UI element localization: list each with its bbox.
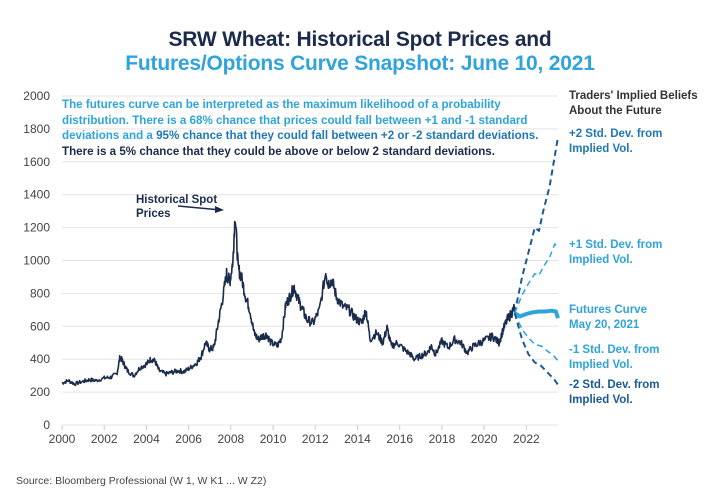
x-tick-label: 2014 (344, 432, 371, 446)
x-tick-label: 2018 (429, 432, 456, 446)
x-tick-label: 2006 (175, 432, 202, 446)
label-plus1: +1 Std. Dev. from Implied Vol. (569, 239, 663, 266)
grid-lines (62, 95, 558, 426)
series--1-std-dev-from-implied-vol (514, 312, 559, 362)
x-tick-label: 2008 (217, 432, 244, 446)
x-tick-label: 2022 (513, 432, 540, 446)
x-tick-label: 2020 (471, 432, 498, 446)
label-futures: Futures Curve May 20, 2021 (569, 304, 647, 331)
historical-spot-label: Historical Spot Prices (136, 194, 218, 220)
label-plus2: +2 Std. Dev. from Implied Vol. (569, 128, 663, 155)
y-tick-label: 2000 (23, 89, 50, 103)
annotation-part1: The futures curve can be interpreted as … (62, 98, 528, 143)
series--2-std-dev-from-implied-vol (513, 312, 559, 386)
y-tick-label: 800 (30, 286, 50, 300)
historical-arrow (177, 205, 224, 213)
series-lines (61, 136, 560, 387)
chart-title-line2: Futures/Options Curve Snapshot: June 10,… (125, 52, 595, 75)
chart-title-line1: SRW Wheat: Historical Spot Prices and (168, 28, 552, 51)
x-tick-label: 2012 (302, 432, 329, 446)
x-tick-label: 2002 (91, 432, 118, 446)
y-tick-label: 1400 (23, 188, 50, 202)
series-historical-spot-prices (61, 220, 516, 387)
x-tick-label: 2016 (386, 432, 413, 446)
y-tick-label: 600 (30, 319, 50, 333)
label-minus1: -1 Std. Dev. from Implied Vol. (569, 344, 660, 371)
source-note: Source: Bloomberg Professional (W 1, W K… (16, 475, 267, 487)
y-tick-label: 1800 (23, 122, 50, 136)
x-tick-label: 2004 (133, 432, 160, 446)
x-tick-label: 2000 (49, 432, 76, 446)
y-tick-label: 200 (30, 385, 50, 399)
right-heading: Traders' Implied Beliefs About the Futur… (569, 90, 698, 117)
series--1-std-dev-from-implied-vol (514, 243, 559, 314)
series--2-std-dev-from-implied-vol (513, 136, 559, 314)
y-axis-ticks: 0 200 400 600 800 1000 1200 1400 1600 1800 2000 (23, 89, 50, 432)
x-tick-label: 2010 (260, 432, 287, 446)
series-futures-curve-may-20-2021 (513, 308, 560, 319)
annotation-text: The futures curve can be interpreted as … (62, 97, 542, 159)
arrow-shaft (177, 205, 222, 211)
label-minus2: -2 Std. Dev. from Implied Vol. (569, 379, 660, 406)
y-tick-label: 400 (30, 352, 50, 366)
x-axis-ticks: 2000 2002 2004 2006 2008 2010 2012 2014 2016 2018… (49, 425, 540, 446)
annotation-part3: There is a 5% chance that they could be … (62, 144, 495, 158)
y-tick-label: 1600 (23, 155, 50, 169)
arrow-head (215, 206, 224, 213)
y-tick-label: 1000 (23, 254, 50, 268)
annotation-part2: 95% chance that they could fall between … (156, 129, 539, 143)
y-tick-label: 1200 (23, 221, 50, 235)
y-tick-label: 0 (43, 418, 50, 432)
